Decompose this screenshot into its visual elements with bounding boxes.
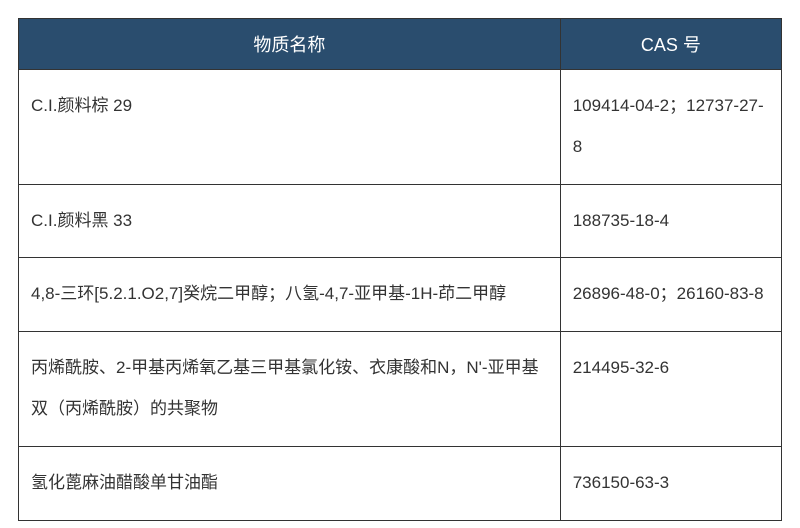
cell-name: C.I.颜料黑 33 xyxy=(19,184,561,258)
table-row: C.I.颜料棕 29 109414-04-2；12737-27-8 xyxy=(19,70,782,185)
table-row: 氢化蓖麻油醋酸单甘油酯 736150-63-3 xyxy=(19,446,782,520)
column-header-cas: CAS 号 xyxy=(560,19,781,70)
column-header-name: 物质名称 xyxy=(19,19,561,70)
cell-name: 氢化蓖麻油醋酸单甘油酯 xyxy=(19,446,561,520)
cell-cas: 188735-18-4 xyxy=(560,184,781,258)
table-body: C.I.颜料棕 29 109414-04-2；12737-27-8 C.I.颜料… xyxy=(19,70,782,521)
table-row: 4,8-三环[5.2.1.O2,7]癸烷二甲醇；八氢-4,7-亚甲基-1H-茚二… xyxy=(19,258,782,332)
table-row: C.I.颜料黑 33 188735-18-4 xyxy=(19,184,782,258)
cell-name: 4,8-三环[5.2.1.O2,7]癸烷二甲醇；八氢-4,7-亚甲基-1H-茚二… xyxy=(19,258,561,332)
cell-name: C.I.颜料棕 29 xyxy=(19,70,561,185)
cell-cas: 736150-63-3 xyxy=(560,446,781,520)
cell-name: 丙烯酰胺、2-甲基丙烯氧乙基三甲基氯化铵、衣康酸和N，N'-亚甲基双（丙烯酰胺）… xyxy=(19,332,561,447)
cell-cas: 26896-48-0；26160-83-8 xyxy=(560,258,781,332)
cell-cas: 214495-32-6 xyxy=(560,332,781,447)
table-header: 物质名称 CAS 号 xyxy=(19,19,782,70)
table-row: 丙烯酰胺、2-甲基丙烯氧乙基三甲基氯化铵、衣康酸和N，N'-亚甲基双（丙烯酰胺）… xyxy=(19,332,782,447)
cell-cas: 109414-04-2；12737-27-8 xyxy=(560,70,781,185)
substance-table: 物质名称 CAS 号 C.I.颜料棕 29 109414-04-2；12737-… xyxy=(18,18,782,521)
